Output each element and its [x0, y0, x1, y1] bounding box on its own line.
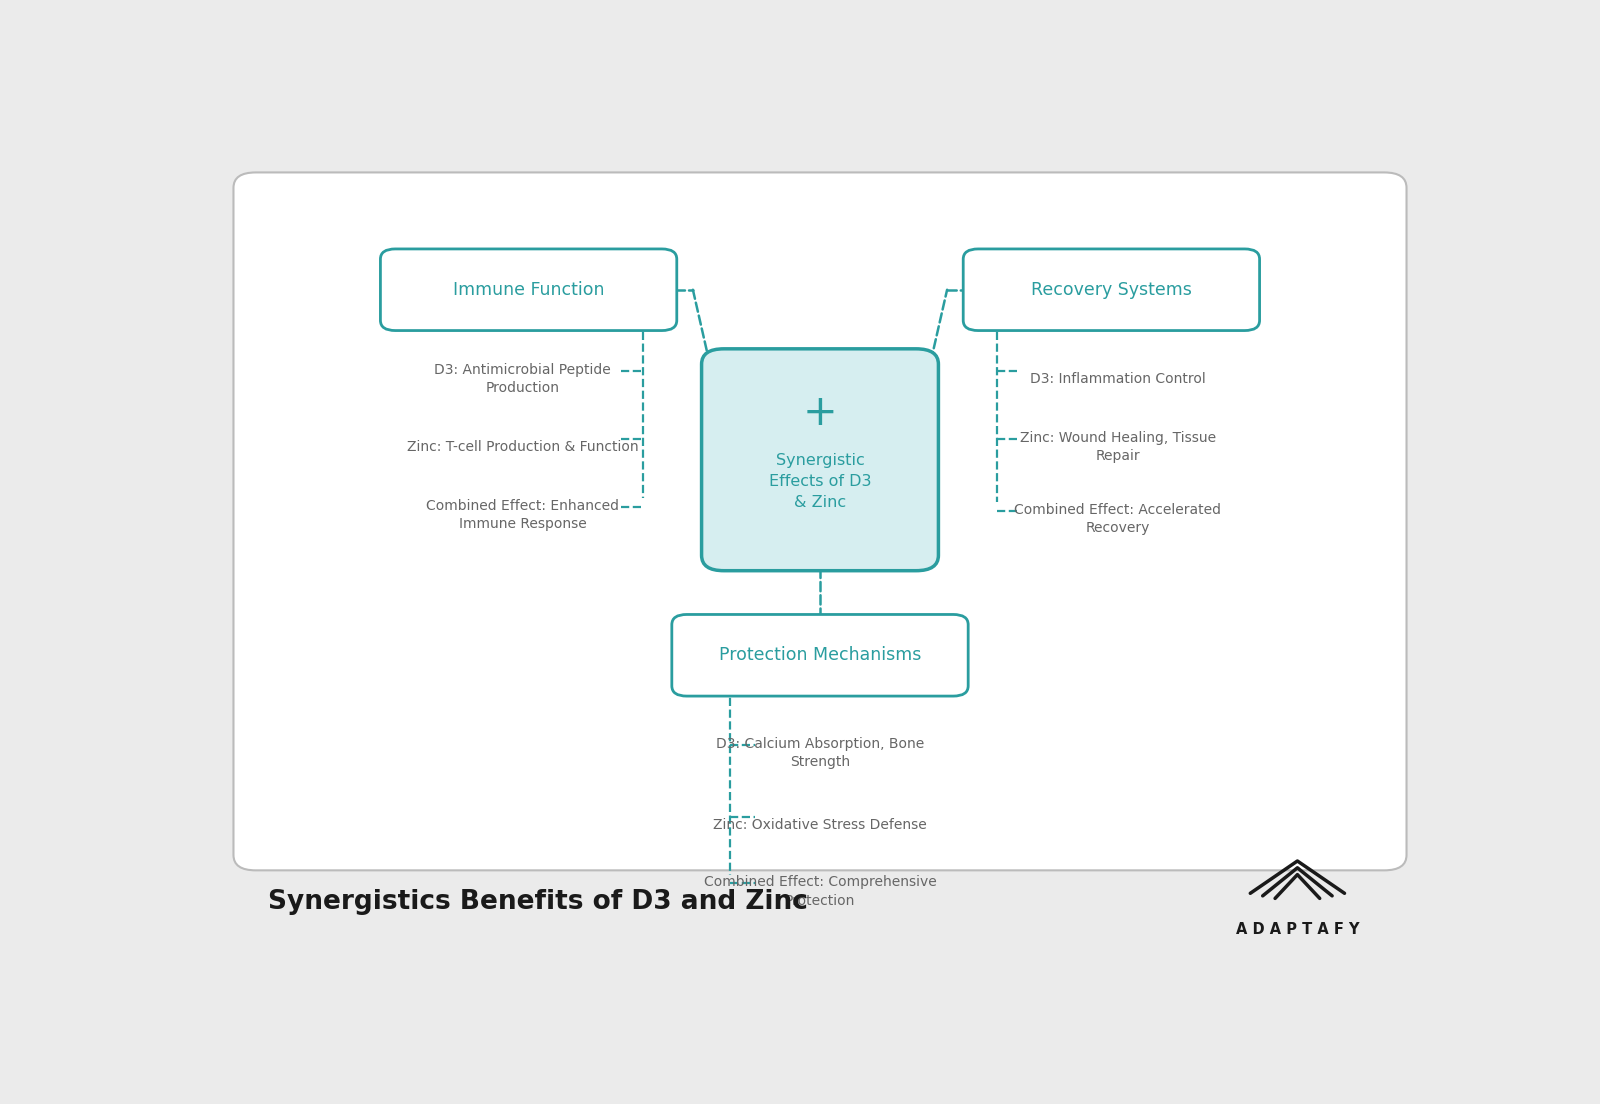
Text: Zinc: Wound Healing, Tissue
Repair: Zinc: Wound Healing, Tissue Repair — [1019, 431, 1216, 464]
Text: D3: Inflammation Control: D3: Inflammation Control — [1030, 372, 1205, 386]
Text: D3: Calcium Absorption, Bone
Strength: D3: Calcium Absorption, Bone Strength — [715, 736, 925, 769]
Text: Recovery Systems: Recovery Systems — [1030, 280, 1192, 299]
Text: Immune Function: Immune Function — [453, 280, 605, 299]
Text: Synergistics Benefits of D3 and Zinc: Synergistics Benefits of D3 and Zinc — [269, 889, 808, 915]
Text: Combined Effect: Enhanced
Immune Response: Combined Effect: Enhanced Immune Respons… — [426, 499, 619, 531]
Text: Zinc: Oxidative Stress Defense: Zinc: Oxidative Stress Defense — [714, 818, 926, 832]
FancyBboxPatch shape — [701, 349, 939, 571]
Text: Protection Mechanisms: Protection Mechanisms — [718, 646, 922, 665]
FancyBboxPatch shape — [381, 248, 677, 330]
Text: Synergistic
Effects of D3
& Zinc: Synergistic Effects of D3 & Zinc — [768, 453, 872, 510]
Text: A D A P T A F Y: A D A P T A F Y — [1235, 922, 1358, 936]
FancyBboxPatch shape — [672, 615, 968, 697]
Text: Zinc: T-cell Production & Function: Zinc: T-cell Production & Function — [406, 440, 638, 454]
Text: +: + — [803, 392, 837, 434]
Text: Combined Effect: Accelerated
Recovery: Combined Effect: Accelerated Recovery — [1014, 503, 1221, 535]
Text: D3: Antimicrobial Peptide
Production: D3: Antimicrobial Peptide Production — [434, 363, 611, 395]
FancyBboxPatch shape — [963, 248, 1259, 330]
FancyBboxPatch shape — [234, 172, 1406, 870]
Text: Combined Effect: Comprehensive
Protection: Combined Effect: Comprehensive Protectio… — [704, 875, 936, 907]
